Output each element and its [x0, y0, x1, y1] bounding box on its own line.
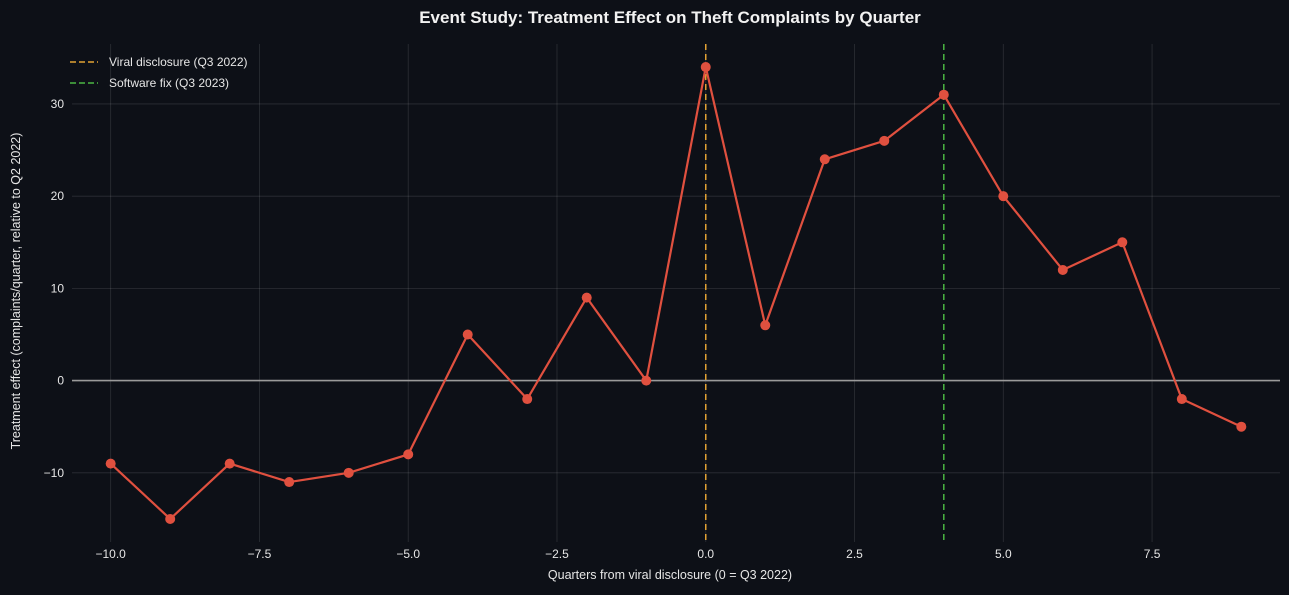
- data-series: [105, 62, 1247, 524]
- data-point: [165, 513, 176, 524]
- x-tick-label: 5.0: [995, 547, 1012, 561]
- data-point: [284, 477, 295, 488]
- data-point: [522, 394, 533, 405]
- y-tick-label: 30: [51, 97, 65, 111]
- x-tick-label: −2.5: [545, 547, 569, 561]
- legend: Viral disclosure (Q3 2022) Software fix (…: [70, 55, 248, 90]
- data-point: [938, 89, 949, 100]
- x-tick-label: −10.0: [95, 547, 126, 561]
- x-tick-label: −7.5: [248, 547, 272, 561]
- data-point: [641, 375, 652, 386]
- chart-title: Event Study: Treatment Effect on Theft C…: [419, 8, 921, 27]
- data-point: [403, 449, 414, 460]
- data-point: [1117, 237, 1128, 248]
- data-point: [343, 467, 354, 478]
- tick-labels: −10.0 −7.5 −5.0 −2.5 0.0 2.5 5.0 7.5 −10 0 10 20 30: [44, 97, 1161, 561]
- data-point: [462, 329, 473, 340]
- x-tick-label: 0.0: [697, 547, 714, 561]
- y-tick-label: 0: [57, 374, 64, 388]
- x-tick-label: −5.0: [396, 547, 420, 561]
- x-axis-label: Quarters from viral disclosure (0 = Q3 2…: [548, 568, 792, 582]
- reference-lines: [72, 44, 1280, 542]
- data-point: [760, 320, 771, 331]
- legend-label: Software fix (Q3 2023): [109, 76, 229, 90]
- x-tick-label: 2.5: [846, 547, 863, 561]
- legend-label: Viral disclosure (Q3 2022): [109, 55, 248, 69]
- y-tick-label: 20: [51, 189, 65, 203]
- x-tick-label: 7.5: [1144, 547, 1161, 561]
- y-tick-label: −10: [44, 466, 65, 480]
- data-point: [1057, 264, 1068, 275]
- data-point: [998, 191, 1009, 202]
- data-point: [1176, 394, 1187, 405]
- data-point: [700, 62, 711, 73]
- data-point: [1236, 421, 1247, 432]
- y-axis-label: Treatment effect (complaints/quarter, re…: [9, 133, 23, 450]
- data-point: [105, 458, 116, 469]
- y-tick-label: 10: [51, 281, 65, 295]
- data-point: [581, 292, 592, 303]
- data-point: [879, 135, 890, 146]
- series-line: [109, 65, 1242, 521]
- data-point: [819, 154, 830, 165]
- data-point: [224, 458, 235, 469]
